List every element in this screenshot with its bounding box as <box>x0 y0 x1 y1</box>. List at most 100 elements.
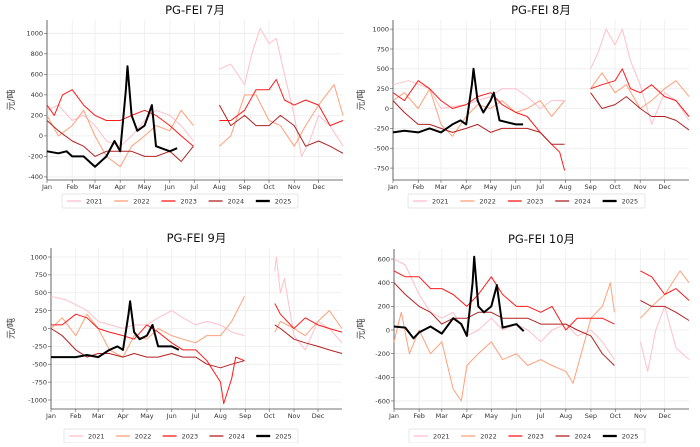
x-tick-label: Dec <box>658 412 671 420</box>
x-tick-label: Mar <box>92 412 105 420</box>
series-line-2022 <box>393 270 690 402</box>
x-tick-label: Aug <box>559 183 572 191</box>
x-tick-label: Oct <box>264 412 276 420</box>
x-tick-label: Jun <box>164 183 175 191</box>
y-tick-label: 400 <box>31 91 43 99</box>
chart-title: PG-FEI 9月 <box>167 231 227 245</box>
legend-label: 2021 <box>86 197 103 205</box>
y-tick-label: 1000 <box>30 253 47 261</box>
legend-label: 2023 <box>527 197 544 205</box>
x-tick-label: Oct <box>609 183 621 191</box>
y-tick-label: -500 <box>32 361 47 369</box>
x-tick-label: Nov <box>634 412 647 420</box>
x-tick-label: Nov <box>288 183 301 191</box>
x-tick-label: Aug <box>559 412 572 420</box>
x-tick-label: Dec <box>312 183 325 191</box>
subplot-2: PG-FEI 8月元/吨 -750 -500 -250 0 250 500 750 1000 Ja… <box>355 3 690 209</box>
y-axis-label: 元/吨 <box>355 89 367 110</box>
legend-label: 2025 <box>275 432 292 440</box>
x-tick-label: Jan <box>41 183 52 191</box>
y-tick-label: -750 <box>32 378 47 386</box>
x-tick-label: Jul <box>189 183 198 191</box>
x-tick-label: Oct <box>263 183 275 191</box>
y-tick-label: 200 <box>378 303 390 311</box>
x-tick-label: Dec <box>312 412 325 420</box>
y-tick-label: -200 <box>375 350 390 358</box>
y-tick-label: 600 <box>31 71 43 79</box>
y-axis-label: 元/吨 <box>355 318 367 339</box>
series-line-2023 <box>46 79 344 147</box>
y-tick-label: -750 <box>374 164 389 172</box>
legend-label: 2025 <box>275 197 292 205</box>
series-line-2025 <box>393 255 525 340</box>
legend-label: 2023 <box>180 197 197 205</box>
legend: 2021 2022 2023 2024 2025 <box>61 193 299 209</box>
series-line-2024 <box>393 282 690 366</box>
y-tick-label: -1000 <box>28 396 47 404</box>
x-tick-label: Feb <box>412 183 424 191</box>
y-tick-label: -400 <box>28 173 43 181</box>
y-tick-label: 200 <box>31 112 43 120</box>
series-line-2025 <box>51 300 180 359</box>
legend-box <box>61 193 299 209</box>
y-axis-label: 元/吨 <box>5 318 17 339</box>
x-tick-label: May <box>140 412 154 420</box>
x-tick-label: Mar <box>436 412 449 420</box>
legend-label: 2021 <box>88 432 105 440</box>
x-tick-label: Jun <box>510 183 521 191</box>
y-tick-label: 400 <box>378 279 390 287</box>
y-tick-label: -500 <box>374 145 389 153</box>
series-line-2024 <box>46 104 344 162</box>
legend-label: 2023 <box>182 432 199 440</box>
y-tick-label: -200 <box>28 153 43 161</box>
series-line-2023 <box>392 68 690 171</box>
x-tick-label: Nov <box>288 412 301 420</box>
legend-label: 2021 <box>432 197 449 205</box>
x-tick-label: Jul <box>536 412 545 420</box>
x-tick-label: Jan <box>387 183 398 191</box>
legend-label: 2025 <box>622 197 639 205</box>
series-line-2021 <box>46 27 344 157</box>
y-tick-label: 750 <box>35 271 47 279</box>
y-tick-label: 1000 <box>372 25 389 33</box>
x-tick-label: Feb <box>413 412 425 420</box>
y-tick-label: 500 <box>377 65 389 73</box>
series-line-2025 <box>392 67 524 134</box>
legend-label: 2022 <box>133 197 150 205</box>
legend-label: 2022 <box>480 432 497 440</box>
x-tick-label: Jan <box>45 412 56 420</box>
x-tick-label: Apr <box>461 412 473 420</box>
legend-label: 2024 <box>228 432 245 440</box>
chart-title: PG-FEI 10月 <box>508 232 575 246</box>
legend: 2021 2022 2023 2024 2025 <box>407 193 646 209</box>
series-line-2023 <box>51 303 343 405</box>
legend-label: 2024 <box>574 197 591 205</box>
y-tick-label: 250 <box>377 85 389 93</box>
subplot-3: PG-FEI 9月元/吨 -1000 -750 -500 -250 0 250 500 750 1… <box>5 231 343 444</box>
chart-title: PG-FEI 8月 <box>511 3 571 17</box>
x-tick-label: Apr <box>117 412 129 420</box>
x-tick-label: Dec <box>658 183 671 191</box>
legend-label: 2021 <box>433 432 450 440</box>
legend-label: 2022 <box>479 197 496 205</box>
series-line-2021 <box>50 256 343 351</box>
series-line-2021 <box>393 258 690 372</box>
y-axis-label: 元/吨 <box>5 89 17 110</box>
y-tick-label: 0 <box>43 325 47 333</box>
y-tick-label: -400 <box>375 374 390 382</box>
legend-label: 2025 <box>622 432 639 440</box>
y-tick-label: 600 <box>378 255 390 263</box>
y-tick-label: 250 <box>35 307 47 315</box>
x-tick-label: Jul <box>535 183 544 191</box>
y-tick-label: -250 <box>374 125 389 133</box>
legend-label: 2024 <box>228 197 245 205</box>
legend-label: 2023 <box>527 432 544 440</box>
x-tick-label: Oct <box>610 412 622 420</box>
x-tick-label: Feb <box>70 412 82 420</box>
x-tick-label: Sep <box>585 412 597 420</box>
series-line-2022 <box>46 84 344 168</box>
subplot-1: PG-FEI 7月元/吨 -400 -200 0 200 400 600 800 1000 Jan… <box>5 3 344 209</box>
x-tick-label: Feb <box>66 183 78 191</box>
